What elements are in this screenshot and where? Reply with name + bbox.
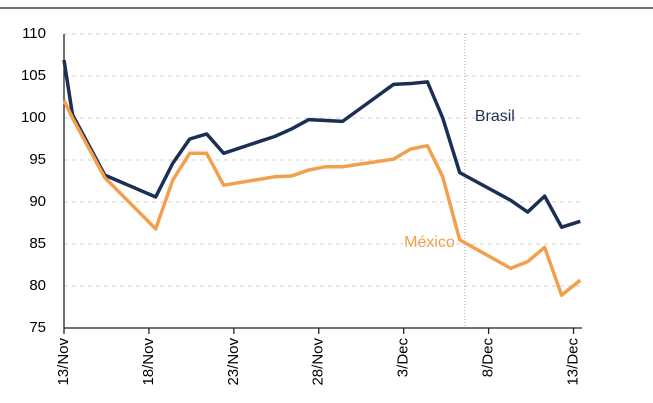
y-tick-label: 80 bbox=[29, 277, 46, 294]
series-label: México bbox=[404, 234, 455, 251]
x-tick-label: 8/Dec bbox=[480, 338, 497, 378]
x-tick-label: 13/Nov bbox=[55, 338, 72, 386]
y-tick-label: 90 bbox=[29, 193, 46, 210]
y-tick-label: 100 bbox=[21, 109, 46, 126]
series-label: Brasil bbox=[475, 108, 515, 125]
line-series bbox=[62, 59, 581, 229]
x-tick-label: 23/Nov bbox=[225, 338, 242, 386]
y-tick-label: 85 bbox=[29, 235, 46, 252]
y-tick-label: 75 bbox=[29, 319, 46, 336]
y-tick-label: 110 bbox=[22, 25, 46, 42]
line-series bbox=[62, 99, 582, 297]
x-tick-label: 28/Nov bbox=[310, 338, 327, 386]
x-tick-label: 13/Dec bbox=[564, 338, 581, 386]
x-tick-label: 18/Nov bbox=[140, 338, 157, 386]
x-tick-label: 3/Dec bbox=[395, 338, 412, 378]
y-tick-label: 95 bbox=[29, 151, 46, 168]
y-tick-label: 105 bbox=[21, 67, 46, 84]
